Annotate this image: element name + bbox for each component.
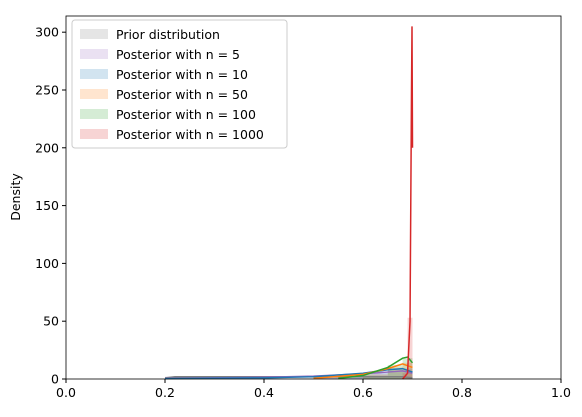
legend-swatch [80, 129, 108, 139]
legend-box [71, 19, 288, 149]
legend-swatch [80, 29, 108, 39]
plot-frame [65, 15, 562, 380]
histogram-bar [387, 367, 403, 379]
y-tick-label: 0 [51, 372, 59, 387]
legend-label: Posterior with n = 5 [116, 47, 240, 62]
legend: Prior distribution Posterior with n = 5 Po… [71, 19, 288, 149]
x-tick-label: 1.0 [551, 385, 571, 400]
y-tick-label: 250 [35, 82, 59, 97]
y-tick-label: 150 [35, 198, 59, 213]
legend-swatch [80, 109, 108, 119]
legend-label: Posterior with n = 1000 [116, 127, 264, 142]
y-axis-label: Density [8, 173, 23, 221]
legend-label: Posterior with n = 10 [116, 67, 248, 82]
histogram-bar [363, 376, 413, 379]
x-tick-label: 0.2 [155, 385, 175, 400]
kde-line [164, 367, 413, 380]
y-tick-label: 50 [43, 314, 59, 329]
legend-swatch [80, 69, 108, 79]
histogram-bar [387, 368, 413, 379]
legend-label: Prior distribution [116, 27, 220, 42]
legend-label: Posterior with n = 100 [116, 107, 256, 122]
x-tick-label: 0.6 [353, 385, 373, 400]
x-tick-label: 0.0 [56, 385, 76, 400]
legend-swatch [80, 49, 108, 59]
histogram-bar [407, 317, 413, 379]
kde-line [402, 26, 414, 380]
histogram-bar [363, 372, 388, 379]
x-tick-label: 0.4 [254, 385, 274, 400]
y-tick-label: 100 [35, 256, 59, 271]
histogram-bar [387, 370, 413, 379]
legend-label: Posterior with n = 50 [116, 87, 248, 102]
legend-swatch [80, 89, 108, 99]
kde-line [313, 363, 413, 380]
y-tick-label: 200 [35, 140, 59, 155]
y-tick-label: 300 [35, 25, 59, 40]
histogram-bar [313, 376, 363, 379]
x-tick-label: 0.8 [452, 385, 472, 400]
